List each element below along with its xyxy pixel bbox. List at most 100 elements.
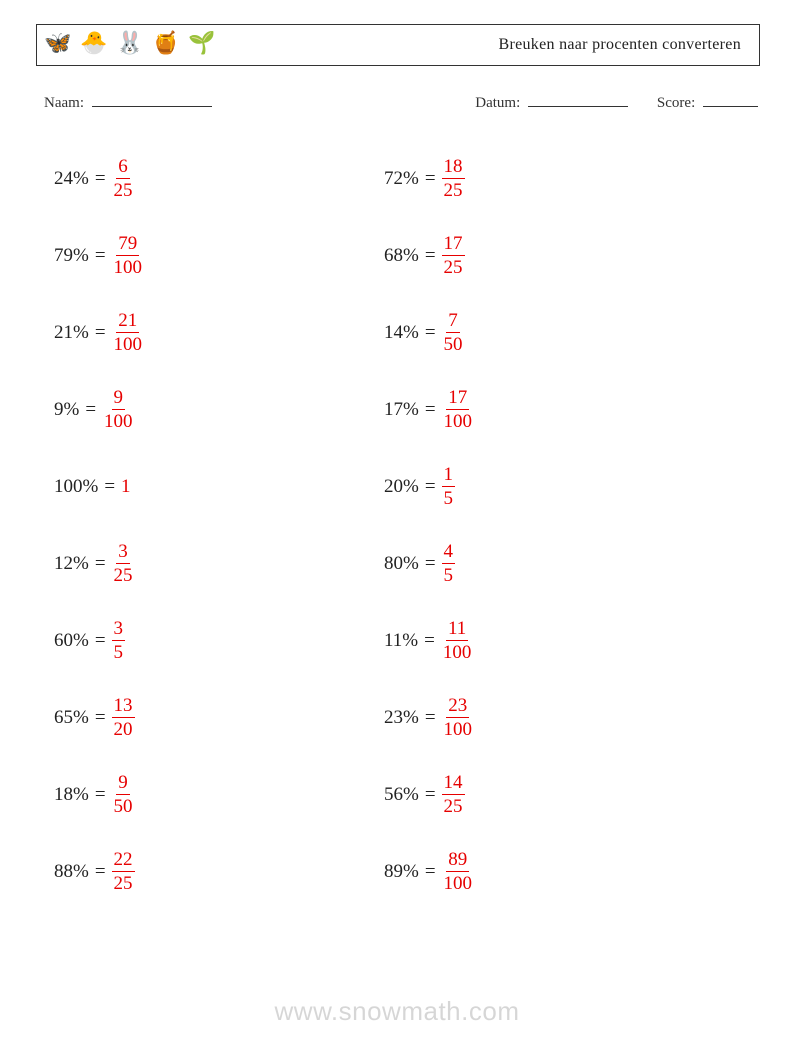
equals-sign: = bbox=[95, 861, 106, 883]
equals-sign: = bbox=[425, 245, 436, 267]
fraction-denominator: 25 bbox=[442, 256, 465, 277]
date-label: Datum: bbox=[475, 95, 520, 111]
equals-sign: = bbox=[425, 553, 436, 575]
answer-fraction: 89100 bbox=[442, 850, 475, 893]
equals-sign: = bbox=[95, 707, 106, 729]
problem-cell: 72%=1825 bbox=[384, 157, 714, 200]
answer-fraction: 1425 bbox=[442, 773, 465, 816]
answer-fraction: 35 bbox=[112, 619, 126, 662]
problem-row: 24%=62572%=1825 bbox=[54, 140, 744, 217]
percent-value: 12% bbox=[54, 553, 89, 575]
percent-value: 21% bbox=[54, 322, 89, 344]
name-label: Naam: bbox=[44, 95, 84, 111]
percent-value: 56% bbox=[384, 784, 419, 806]
problem-row: 65%=132023%=23100 bbox=[54, 679, 744, 756]
fraction-numerator: 79 bbox=[116, 234, 139, 256]
pot-icon: 🍯 bbox=[151, 28, 181, 58]
fraction-numerator: 14 bbox=[442, 773, 465, 795]
name-field-group: Naam: bbox=[44, 95, 212, 112]
fraction-numerator: 3 bbox=[116, 542, 130, 564]
fraction-denominator: 100 bbox=[112, 333, 145, 354]
problem-cell: 100%=1 bbox=[54, 476, 384, 498]
answer-fraction: 21100 bbox=[112, 311, 145, 354]
fraction-numerator: 3 bbox=[112, 619, 126, 641]
problem-cell: 56% = 1425 bbox=[384, 773, 714, 816]
answer-fraction: 750 bbox=[442, 311, 465, 354]
problem-cell: 65%=1320 bbox=[54, 696, 384, 739]
score-field-group: Score: bbox=[657, 95, 758, 112]
fraction-denominator: 5 bbox=[112, 641, 126, 662]
problem-cell: 18%=950 bbox=[54, 773, 384, 816]
percent-value: 80% bbox=[384, 553, 419, 575]
fraction-numerator: 17 bbox=[442, 234, 465, 256]
fraction-numerator: 89 bbox=[446, 850, 469, 872]
fraction-denominator: 50 bbox=[112, 795, 135, 816]
equals-sign: = bbox=[95, 245, 106, 267]
date-field-group: Datum: bbox=[475, 95, 628, 112]
percent-value: 65% bbox=[54, 707, 89, 729]
problem-cell: 89% = 89100 bbox=[384, 850, 714, 893]
equals-sign: = bbox=[425, 399, 436, 421]
percent-value: 9% bbox=[54, 399, 79, 421]
fraction-denominator: 25 bbox=[112, 179, 135, 200]
equals-sign: = bbox=[425, 784, 436, 806]
problem-row: 9%=910017% = 17 100 bbox=[54, 371, 744, 448]
fraction-denominator: 25 bbox=[442, 179, 465, 200]
fraction-denominator: 100 bbox=[442, 872, 475, 893]
fraction-numerator: 13 bbox=[112, 696, 135, 718]
percent-value: 72% bbox=[384, 168, 419, 190]
percent-value: 88% bbox=[54, 861, 89, 883]
percent-value: 23% bbox=[384, 707, 419, 729]
fraction-denominator: 100 bbox=[441, 641, 474, 662]
percent-value: 89% bbox=[384, 861, 419, 883]
header-box: 🦋🐣🐰🍯🌱 Breuken naar procenten converteren bbox=[36, 24, 760, 66]
problem-cell: 12%=325 bbox=[54, 542, 384, 585]
equals-sign: = bbox=[95, 322, 106, 344]
answer-fraction: 625 bbox=[112, 157, 135, 200]
fraction-numerator: 1 bbox=[442, 465, 456, 487]
answer-fraction: 11100 bbox=[441, 619, 474, 662]
equals-sign: = bbox=[424, 630, 435, 652]
answer-fraction: 2225 bbox=[112, 850, 135, 893]
fraction-numerator: 11 bbox=[446, 619, 468, 641]
answer-fraction: 9100 bbox=[102, 388, 135, 431]
equals-sign: = bbox=[425, 476, 436, 498]
problem-row: 60%=3511% = 11100 bbox=[54, 602, 744, 679]
equals-sign: = bbox=[95, 168, 106, 190]
equals-sign: = bbox=[425, 861, 436, 883]
fraction-denominator: 25 bbox=[112, 872, 135, 893]
problem-cell: 14%=750 bbox=[384, 311, 714, 354]
percent-value: 11% bbox=[384, 630, 418, 652]
equals-sign: = bbox=[425, 322, 436, 344]
problem-row: 12%=32580%=45 bbox=[54, 525, 744, 602]
problem-cell: 9%=9100 bbox=[54, 388, 384, 431]
equals-sign: = bbox=[425, 168, 436, 190]
answer-fraction: 1725 bbox=[442, 234, 465, 277]
fraction-denominator: 50 bbox=[442, 333, 465, 354]
percent-value: 79% bbox=[54, 245, 89, 267]
problem-row: 88% = 2225 89% = 89100 bbox=[54, 833, 744, 910]
worksheet-page: 🦋🐣🐰🍯🌱 Breuken naar procenten converteren… bbox=[0, 0, 794, 1053]
percent-value: 100% bbox=[54, 476, 98, 498]
fraction-denominator: 5 bbox=[442, 487, 456, 508]
percent-value: 20% bbox=[384, 476, 419, 498]
fraction-numerator: 17 bbox=[446, 388, 469, 410]
problem-cell: 23%=23100 bbox=[384, 696, 714, 739]
date-blank bbox=[528, 106, 628, 107]
problem-cell: 20% = 15 bbox=[384, 465, 714, 508]
problem-cell: 11% = 11100 bbox=[384, 619, 714, 662]
header-icons: 🦋🐣🐰🍯🌱 bbox=[43, 28, 217, 58]
answer-fraction: 23100 bbox=[442, 696, 475, 739]
problem-cell: 60%=35 bbox=[54, 619, 384, 662]
fraction-denominator: 100 bbox=[102, 410, 135, 431]
watermark: www.snowmath.com bbox=[0, 996, 794, 1027]
fraction-numerator: 23 bbox=[446, 696, 469, 718]
problem-row: 18%=95056% = 1425 bbox=[54, 756, 744, 833]
bunny-icon: 🐰 bbox=[115, 28, 145, 58]
chick-icon: 🐣 bbox=[79, 28, 109, 58]
answer-fraction: 325 bbox=[112, 542, 135, 585]
problem-row: 79%=7910068%=1725 bbox=[54, 217, 744, 294]
worksheet-title: Breuken naar procenten converteren bbox=[498, 25, 741, 65]
problem-cell: 79%=79100 bbox=[54, 234, 384, 277]
percent-value: 17% bbox=[384, 399, 419, 421]
